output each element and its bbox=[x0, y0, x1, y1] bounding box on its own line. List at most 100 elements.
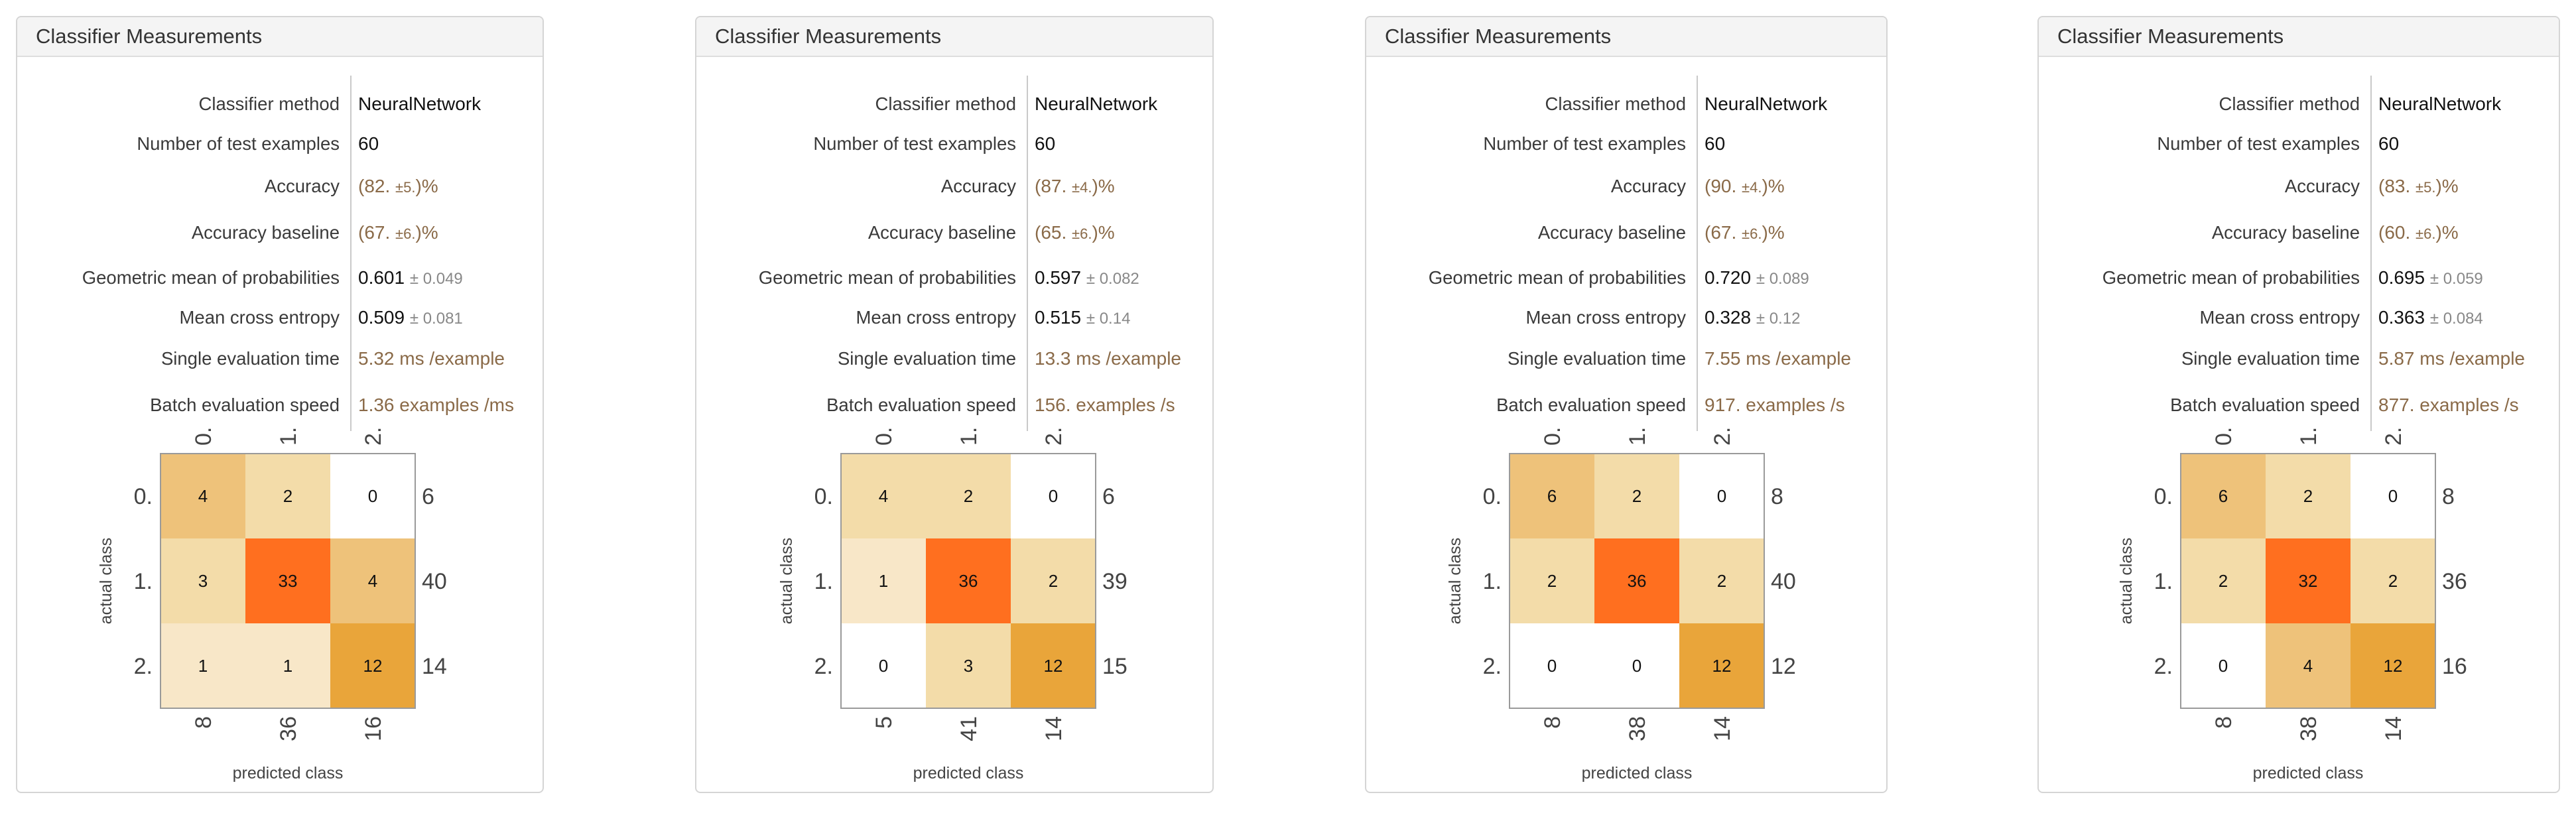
matrix-cell bbox=[2351, 538, 2435, 623]
value-accuracy: (90. ±4.)% bbox=[1705, 176, 1785, 196]
metrics-divider bbox=[2370, 76, 2372, 431]
x-axis-label: predicted class bbox=[1582, 764, 1693, 782]
row-accuracy: Accuracy (87. ±4.)% bbox=[696, 170, 1212, 203]
matrix-cell bbox=[1011, 623, 1096, 708]
row-geometric-mean: Geometric mean of probabilities 0.720 ± … bbox=[1366, 261, 1886, 294]
matrix-cell bbox=[1679, 623, 1764, 708]
row-class-label: 2. bbox=[1483, 654, 1502, 679]
label-mean-cross-entropy: Mean cross entropy bbox=[1525, 307, 1687, 328]
matrix-cell-value: 4 bbox=[879, 486, 888, 506]
matrix-frame bbox=[2180, 453, 2436, 709]
matrix-frame bbox=[840, 453, 1096, 709]
label-number-of-test-examples: Number of test examples bbox=[1483, 133, 1686, 154]
matrix-cell-value: 0 bbox=[1632, 656, 1642, 676]
row-total: 14 bbox=[422, 654, 447, 679]
column-total: 38 bbox=[2296, 716, 2321, 741]
label-geometric-mean: Geometric mean of probabilities bbox=[82, 267, 340, 288]
row-accuracy-baseline: Accuracy baseline (67. ±6.)% bbox=[17, 216, 543, 249]
matrix-cell bbox=[1011, 538, 1096, 623]
value-geometric-mean: 0.695 ± 0.059 bbox=[2378, 267, 2483, 288]
value-batch-evaluation-speed: 917. examples /s bbox=[1705, 395, 1845, 415]
matrix-cell-value: 12 bbox=[1712, 656, 1732, 676]
column-class-label: 0. bbox=[2211, 427, 2236, 446]
confusion-matrix: 6 2 0 2 32 2 0 4 12 0. 1. 2. 0. 1. 2. 8 36 16 8 38 14 actual … bbox=[2117, 427, 2467, 782]
value-accuracy-baseline: (67. ±6.)% bbox=[1705, 222, 1785, 243]
matrix-cell bbox=[2266, 538, 2351, 623]
column-total: 16 bbox=[361, 716, 386, 741]
panel-title: Classifier Measurements bbox=[1366, 17, 1886, 57]
confusion-matrix: 4 2 0 1 36 2 0 3 12 0. 1. 2. 0. 1. 2. 6 39 15 5 41 14 actual … bbox=[777, 427, 1127, 782]
matrix-cell bbox=[2351, 623, 2435, 708]
matrix-cell-value: 2 bbox=[964, 486, 973, 506]
matrix-cell bbox=[1510, 623, 1594, 708]
matrix-cell bbox=[330, 454, 415, 538]
value-single-evaluation-time: 13.3 ms /example bbox=[1035, 348, 1181, 369]
column-total: 14 bbox=[1710, 716, 1735, 741]
y-axis-label: actual class bbox=[1446, 538, 1464, 625]
row-classifier-method: Classifier method NeuralNetwork bbox=[17, 88, 543, 121]
row-total: 40 bbox=[422, 569, 447, 594]
value-number-of-test-examples: 60 bbox=[1705, 133, 1726, 154]
value-classifier-method: NeuralNetwork bbox=[358, 94, 482, 114]
value-mean-cross-entropy: 0.515 ± 0.14 bbox=[1035, 307, 1131, 328]
label-batch-evaluation-speed: Batch evaluation speed bbox=[826, 395, 1016, 415]
label-number-of-test-examples: Number of test examples bbox=[137, 133, 340, 154]
row-classifier-method: Classifier method NeuralNetwork bbox=[696, 88, 1212, 121]
value-batch-evaluation-speed: 1.36 examples /ms bbox=[358, 395, 514, 415]
value-mean-cross-entropy: 0.328 ± 0.12 bbox=[1705, 307, 1801, 328]
confusion-matrix: 6 2 0 2 36 2 0 0 12 0. 1. 2. 0. 1. 2. 8 40 12 8 38 14 actual … bbox=[1446, 427, 1796, 782]
matrix-cell-value: 1 bbox=[198, 656, 208, 676]
row-geometric-mean: Geometric mean of probabilities 0.597 ± … bbox=[696, 261, 1212, 294]
matrix-cell-value: 12 bbox=[363, 656, 383, 676]
matrix-cell-value: 0 bbox=[1717, 486, 1726, 506]
row-batch-evaluation-speed: Batch evaluation speed 877. examples /s bbox=[2039, 389, 2559, 422]
label-batch-evaluation-speed: Batch evaluation speed bbox=[1496, 395, 1686, 415]
label-number-of-test-examples: Number of test examples bbox=[813, 133, 1016, 154]
matrix-cell-value: 32 bbox=[2299, 571, 2318, 591]
row-single-evaluation-time: Single evaluation time 5.32 ms /example bbox=[17, 342, 543, 375]
value-geometric-mean: 0.601 ± 0.049 bbox=[358, 267, 463, 288]
matrix-cell bbox=[1679, 538, 1764, 623]
column-total: 8 bbox=[1540, 716, 1565, 729]
matrix-cell-value: 0 bbox=[2388, 486, 2398, 506]
matrix-cell-value: 2 bbox=[283, 486, 292, 506]
matrix-cell bbox=[2266, 623, 2351, 708]
matrix-cell-value: 0 bbox=[1049, 486, 1058, 506]
matrix-cell bbox=[2181, 454, 2266, 538]
matrix-cell-value: 12 bbox=[2384, 656, 2403, 676]
matrix-cell-value: 2 bbox=[1632, 486, 1642, 506]
row-total: 16 bbox=[2442, 654, 2467, 679]
label-accuracy-baseline: Accuracy baseline bbox=[1537, 222, 1686, 243]
row-classifier-method: Classifier method NeuralNetwork bbox=[1366, 88, 1886, 121]
matrix-cell bbox=[926, 454, 1011, 538]
matrix-cell-value: 1 bbox=[283, 656, 292, 676]
matrix-cell bbox=[2266, 454, 2351, 538]
matrix-cell-value: 36 bbox=[1628, 571, 1647, 591]
label-accuracy-baseline: Accuracy baseline bbox=[868, 222, 1016, 243]
classifier-panel-2: Classifier Measurements Classifier metho… bbox=[695, 16, 1214, 793]
column-class-label: 1. bbox=[2296, 427, 2321, 446]
label-accuracy-baseline: Accuracy baseline bbox=[191, 222, 340, 243]
row-class-label: 2. bbox=[2154, 654, 2173, 679]
value-accuracy: (87. ±4.)% bbox=[1035, 176, 1115, 196]
matrix-cell bbox=[1510, 538, 1594, 623]
matrix-cell-value: 3 bbox=[198, 571, 208, 591]
matrix-cell bbox=[2181, 623, 2266, 708]
row-class-label: 2. bbox=[814, 654, 833, 679]
row-accuracy: Accuracy (90. ±4.)% bbox=[1366, 170, 1886, 203]
value-accuracy-baseline: (67. ±6.)% bbox=[358, 222, 438, 243]
row-total: 8 bbox=[2442, 484, 2455, 509]
matrix-cell-value: 36 bbox=[959, 571, 978, 591]
matrix-cell bbox=[245, 454, 330, 538]
label-geometric-mean: Geometric mean of probabilities bbox=[1428, 267, 1686, 288]
row-batch-evaluation-speed: Batch evaluation speed 1.36 examples /ms bbox=[17, 389, 543, 422]
row-class-label: 1. bbox=[814, 569, 833, 594]
matrix-cell bbox=[2351, 454, 2435, 538]
row-class-label: 0. bbox=[2154, 484, 2173, 509]
value-number-of-test-examples: 60 bbox=[2378, 133, 2400, 154]
label-classifier-method: Classifier method bbox=[1545, 94, 1686, 114]
value-accuracy: (83. ±5.)% bbox=[2378, 176, 2459, 196]
matrix-cell-value: 1 bbox=[879, 571, 888, 591]
row-mean-cross-entropy: Mean cross entropy 0.363 ± 0.084 bbox=[2039, 301, 2559, 334]
